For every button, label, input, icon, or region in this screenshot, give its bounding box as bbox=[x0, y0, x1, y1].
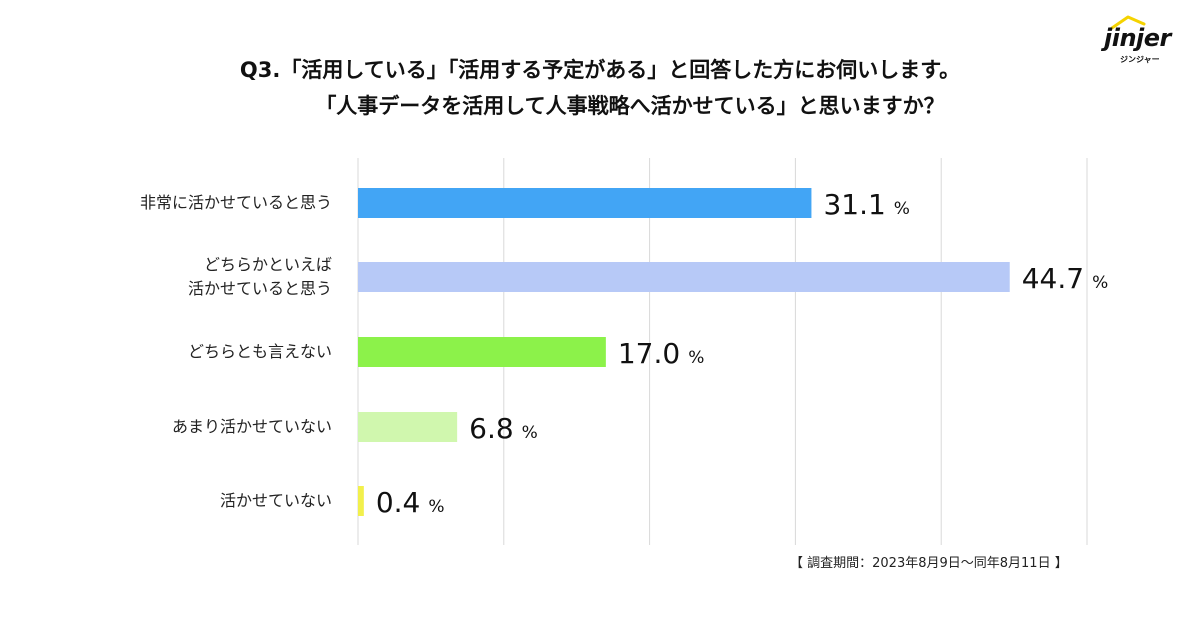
category-label-4: あまり活かせていない bbox=[171, 417, 332, 436]
category-label-3: どちらとも言えない bbox=[187, 342, 332, 361]
data-label-2: 44.7% bbox=[1022, 262, 1109, 295]
title-line-2: 「人事データを活用して人事戦略へ活かせている」と思いますか？ bbox=[315, 94, 945, 118]
data-label-3: 17.0% bbox=[618, 337, 705, 370]
title-line-1: Q3.「活用している」「活用する予定がある」と回答した方にお伺いします。 bbox=[239, 58, 961, 82]
jinjer-logo: jinjer ジンジャー bbox=[1098, 12, 1188, 68]
data-label-4: 6.8% bbox=[469, 412, 538, 445]
bar-3 bbox=[358, 337, 606, 367]
bar-1 bbox=[358, 188, 812, 218]
logo-wordmark: jinjer bbox=[1104, 24, 1171, 52]
logo-subtitle: ジンジャー bbox=[1120, 55, 1160, 64]
category-label-5: 活かせていない bbox=[219, 491, 332, 510]
roof-icon bbox=[1110, 15, 1146, 30]
data-label-1: 31.1% bbox=[823, 188, 910, 221]
data-label-5: 0.4% bbox=[376, 486, 445, 519]
bar-2 bbox=[358, 262, 1010, 292]
bar-5 bbox=[358, 486, 364, 516]
survey-period-note: 【 調査期間：2023年8月9日〜同年8月11日 】 bbox=[790, 556, 1068, 571]
category-label-1: 非常に活かせていると思う bbox=[139, 193, 332, 212]
bar-4 bbox=[358, 412, 458, 442]
chart-title: Q3.「活用している」「活用する予定がある」と回答した方にお伺いします。 「人事… bbox=[0, 52, 1200, 124]
category-label-2: どちらかといえば 活かせていると思う bbox=[187, 255, 332, 298]
